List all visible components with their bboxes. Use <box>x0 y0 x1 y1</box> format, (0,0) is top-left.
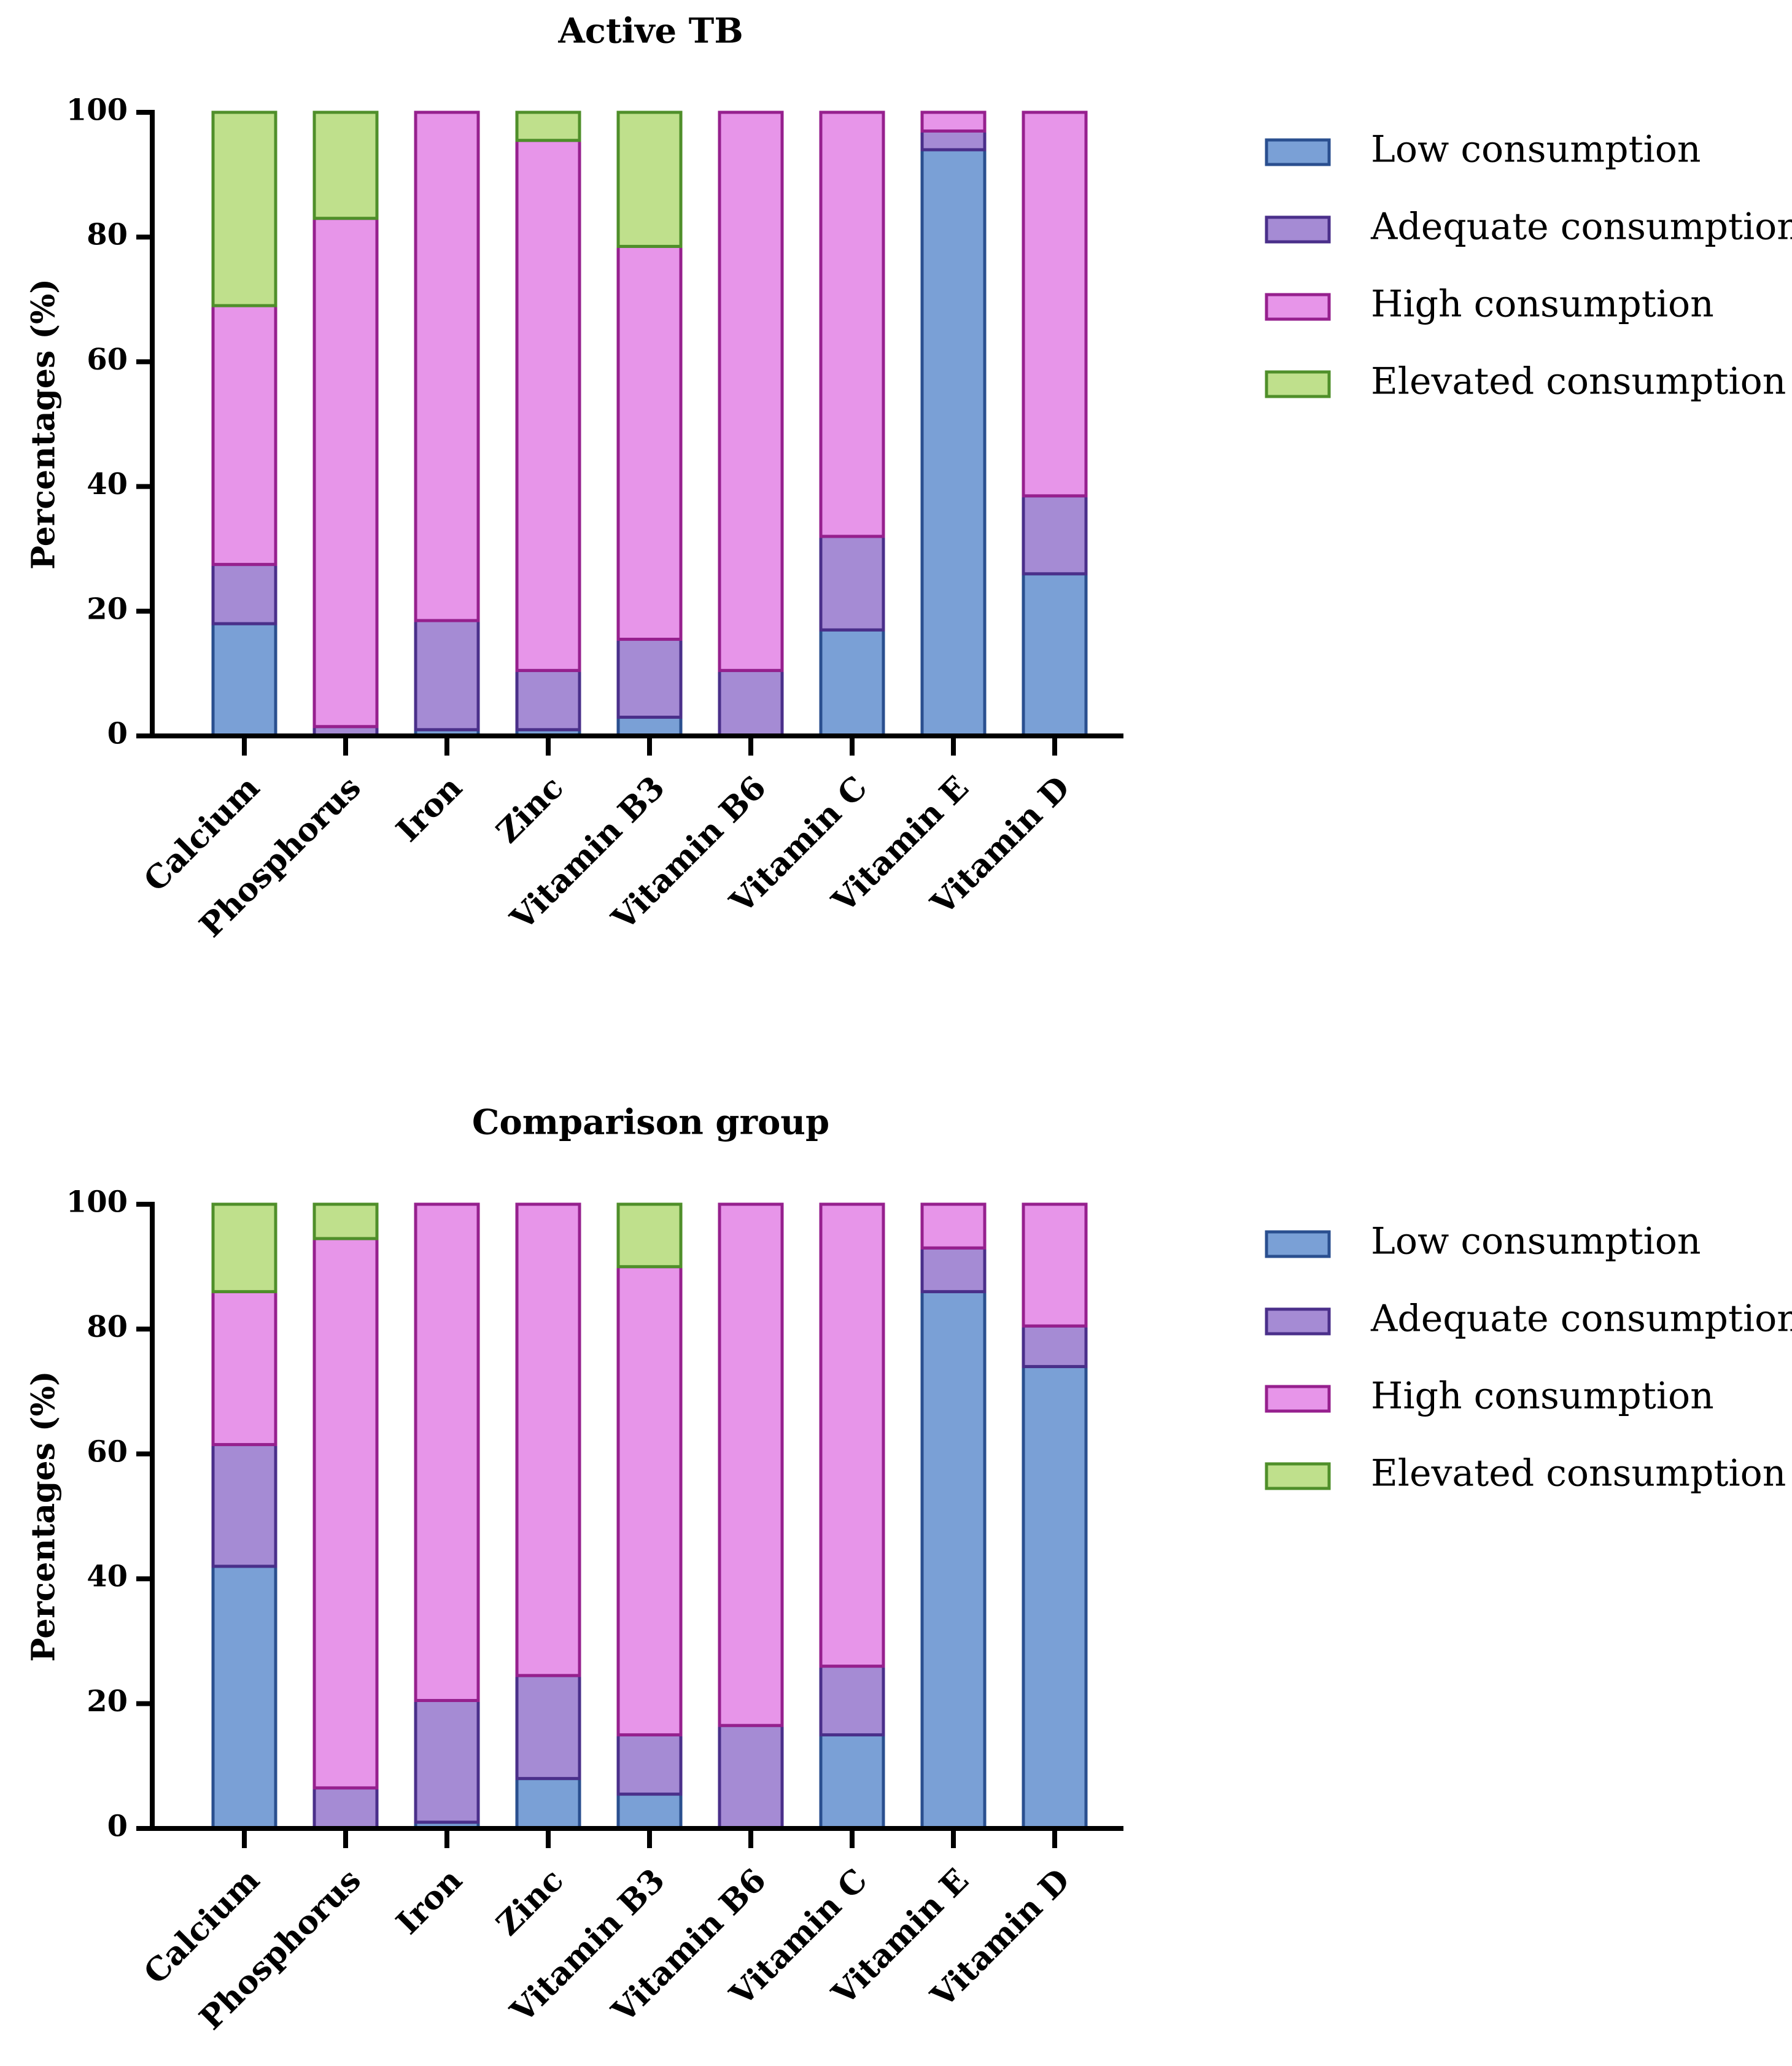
x-tick-label-iron: Iron <box>389 1862 470 1942</box>
bar-zinc-elevated-consumption <box>515 110 581 142</box>
legend-swatch-adequate-consumption <box>1265 1307 1331 1336</box>
legend-label-adequate-consumption: Adequate consumption <box>1370 1298 1792 1341</box>
bar-vitamin-b3-elevated-consumption <box>616 1202 683 1269</box>
bar-calcium-adequate-consumption <box>211 1443 277 1568</box>
bar-vitamin-b6-high-consumption <box>718 1202 784 1727</box>
legend-swatch-high-consumption <box>1265 1385 1331 1413</box>
bar-vitamin-c-adequate-consumption <box>819 1665 885 1736</box>
legend-label-low-consumption: Low consumption <box>1371 1220 1701 1263</box>
y-axis-label: Percentages (%) <box>25 279 63 570</box>
x-tick-label-zinc: Zinc <box>489 769 571 851</box>
bar-calcium-elevated-consumption <box>211 1202 277 1293</box>
bar-vitamin-b3-adequate-consumption <box>616 1733 683 1796</box>
bar-phosphorus-high-consumption <box>312 217 379 729</box>
legend-swatch-elevated-consumption <box>1265 1462 1331 1490</box>
legend-label-high-consumption: High consumption <box>1371 1375 1714 1418</box>
y-tick-label: 80 <box>87 1310 128 1344</box>
bar-vitamin-c-high-consumption <box>819 1202 885 1668</box>
bar-zinc-high-consumption <box>515 1202 581 1677</box>
y-tick-label: 0 <box>107 717 128 751</box>
bar-vitamin-e-adequate-consumption <box>920 129 987 152</box>
y-tick-label: 20 <box>87 1684 128 1719</box>
legend-swatch-high-consumption <box>1265 293 1331 321</box>
legend: Low consumption Adequate consumption High … <box>1265 128 1792 403</box>
chart-title: Active TB <box>557 11 743 52</box>
bar-vitamin-c-low-consumption <box>819 1733 885 1830</box>
bar-vitamin-d-adequate-consumption <box>1022 1324 1088 1368</box>
legend-swatch-adequate-consumption <box>1265 215 1331 244</box>
legend-swatch-low-consumption <box>1265 138 1331 166</box>
bar-phosphorus-adequate-consumption <box>312 1786 379 1830</box>
legend: Low consumption Adequate consumption High … <box>1265 1220 1792 1495</box>
y-tick-label: 40 <box>87 1560 128 1594</box>
y-tick-label: 0 <box>107 1809 128 1844</box>
bar-vitamin-d-adequate-consumption <box>1022 494 1088 576</box>
bar-calcium-adequate-consumption <box>211 563 277 625</box>
legend-label-elevated-consumption: Elevated consumption <box>1371 1452 1786 1495</box>
legend-label-low-consumption: Low consumption <box>1371 128 1701 171</box>
bar-zinc-adequate-consumption <box>515 1674 581 1781</box>
bar-iron-high-consumption <box>414 110 480 622</box>
bar-zinc-adequate-consumption <box>515 668 581 732</box>
legend-swatch-elevated-consumption <box>1265 370 1331 398</box>
y-tick-label: 100 <box>66 93 128 128</box>
bar-vitamin-d-high-consumption <box>1022 110 1088 498</box>
bar-vitamin-b6-adequate-consumption <box>718 1724 784 1830</box>
y-tick-label: 40 <box>87 467 128 501</box>
bar-vitamin-d-low-consumption <box>1022 1364 1088 1830</box>
bar-vitamin-c-low-consumption <box>819 628 885 738</box>
y-tick-label: 60 <box>87 1434 128 1469</box>
bar-calcium-elevated-consumption <box>211 110 277 308</box>
bar-vitamin-b6-adequate-consumption <box>718 668 784 738</box>
bar-vitamin-e-high-consumption <box>920 110 987 133</box>
bar-vitamin-d-high-consumption <box>1022 1202 1088 1328</box>
bar-vitamin-e-adequate-consumption <box>920 1246 987 1293</box>
legend-label-high-consumption: High consumption <box>1371 283 1714 326</box>
bar-vitamin-b3-high-consumption <box>616 244 683 641</box>
bar-iron-high-consumption <box>414 1202 480 1703</box>
bar-vitamin-c-adequate-consumption <box>819 535 885 632</box>
bar-zinc-high-consumption <box>515 139 581 672</box>
bar-zinc-low-consumption <box>515 1777 581 1830</box>
bar-vitamin-b3-adequate-consumption <box>616 638 683 719</box>
bar-calcium-low-consumption <box>211 622 277 738</box>
x-tick-label-zinc: Zinc <box>489 1862 571 1943</box>
bar-vitamin-e-low-consumption <box>920 1290 987 1830</box>
bar-vitamin-b3-low-consumption <box>616 716 683 738</box>
x-tick-label-iron: Iron <box>389 769 470 849</box>
bar-vitamin-b6-high-consumption <box>718 110 784 672</box>
bar-vitamin-b3-low-consumption <box>616 1792 683 1830</box>
bar-vitamin-e-high-consumption <box>920 1202 987 1250</box>
bar-iron-adequate-consumption <box>414 619 480 732</box>
y-tick-label: 60 <box>87 342 128 377</box>
bar-calcium-high-consumption <box>211 1290 277 1447</box>
bar-vitamin-b3-high-consumption <box>616 1265 683 1736</box>
y-tick-label: 100 <box>66 1185 128 1220</box>
chart-title: Comparison group <box>472 1102 829 1143</box>
legend-swatch-low-consumption <box>1265 1230 1331 1258</box>
legend-label-adequate-consumption: Adequate consumption <box>1370 206 1792 249</box>
bar-vitamin-c-high-consumption <box>819 110 885 538</box>
bar-vitamin-e-low-consumption <box>920 148 987 738</box>
y-axis-label: Percentages (%) <box>25 1371 63 1662</box>
bar-vitamin-d-low-consumption <box>1022 572 1088 738</box>
bar-iron-adequate-consumption <box>414 1699 480 1824</box>
y-tick-label: 20 <box>87 592 128 626</box>
bar-calcium-high-consumption <box>211 304 277 567</box>
bar-phosphorus-high-consumption <box>312 1237 379 1790</box>
chart-comparison-group: Comparison group Percentages (%) 0 20 40 60 80… <box>25 1102 1792 2037</box>
bar-vitamin-b3-elevated-consumption <box>616 110 683 248</box>
bar-phosphorus-elevated-consumption <box>312 1202 379 1240</box>
y-tick-label: 80 <box>87 218 128 252</box>
bar-phosphorus-elevated-consumption <box>312 110 379 220</box>
legend-label-elevated-consumption: Elevated consumption <box>1371 360 1786 403</box>
bar-calcium-low-consumption <box>211 1565 277 1830</box>
